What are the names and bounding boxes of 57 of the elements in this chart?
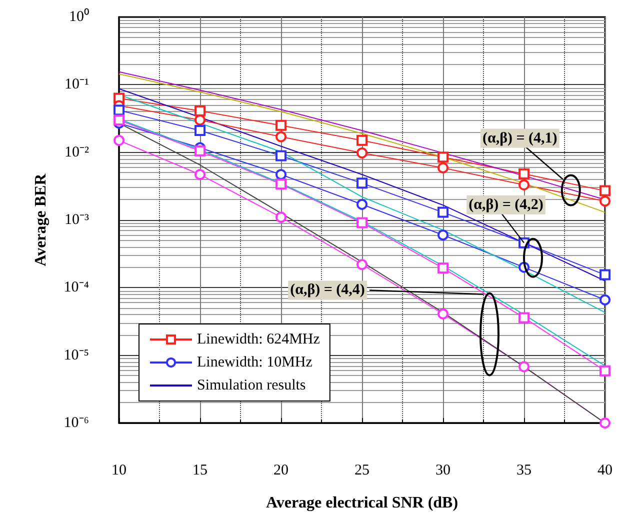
x-tick-label: 15: [192, 462, 208, 478]
legend-label: Linewidth: 10MHz: [197, 354, 313, 370]
point: [114, 134, 124, 146]
point: [518, 361, 530, 372]
y-axis-title: Average BER: [32, 173, 50, 266]
point: [356, 198, 368, 210]
point: [276, 212, 286, 223]
x-tick-label: 20: [274, 462, 288, 478]
point: [356, 217, 368, 228]
point: [356, 147, 368, 158]
point: [518, 312, 530, 324]
point: [194, 145, 206, 156]
point: [276, 120, 286, 131]
point: [438, 308, 448, 320]
x-tick-label: 25: [354, 462, 370, 478]
y-tick-label: 10⁻⁶: [64, 415, 89, 431]
point: [194, 169, 206, 180]
annotation: (α,β) = (4,4): [290, 282, 365, 298]
y-tick-label: 10⁻²: [64, 144, 90, 160]
legend-label: Simulation results: [197, 378, 306, 394]
point: [438, 230, 448, 241]
y-tick-label: 10⁻⁴: [64, 280, 89, 296]
y-tick-label: 10⁻¹: [64, 76, 89, 93]
point: [276, 150, 286, 162]
point: [194, 114, 206, 126]
x-tick-label: 40: [598, 462, 612, 478]
point: [518, 179, 530, 190]
point: [114, 114, 124, 126]
point: [356, 178, 368, 189]
point: [600, 185, 610, 196]
x-tick-label: 35: [516, 462, 532, 478]
point: [194, 105, 206, 116]
point: [600, 269, 610, 280]
point: [194, 125, 206, 136]
annotation: (α,β) = (4,1): [482, 130, 558, 146]
point: [114, 104, 124, 116]
x-tick-label: 30: [436, 462, 450, 478]
point: [438, 152, 448, 163]
point: [438, 206, 448, 218]
point: [276, 178, 286, 190]
point: [518, 168, 530, 180]
point: [600, 365, 610, 376]
point: [438, 262, 448, 274]
point: [276, 131, 286, 142]
point: [356, 259, 368, 270]
annotation: (α,β) = (4,2): [468, 196, 544, 213]
y-tick-label: 10⁻³: [64, 212, 90, 228]
point: [438, 162, 448, 174]
point: [600, 294, 610, 306]
x-axis-title: Average electrical SNR (dB): [266, 494, 458, 512]
y-tick-label: 10⁻⁵: [64, 347, 89, 364]
point: [600, 418, 610, 428]
legend-label: Linewidth: 624MHz: [197, 332, 320, 348]
y-tick-label: 10⁰: [69, 8, 89, 25]
x-tick-label: 10: [112, 462, 126, 478]
point: [356, 134, 368, 146]
point: [600, 196, 610, 207]
